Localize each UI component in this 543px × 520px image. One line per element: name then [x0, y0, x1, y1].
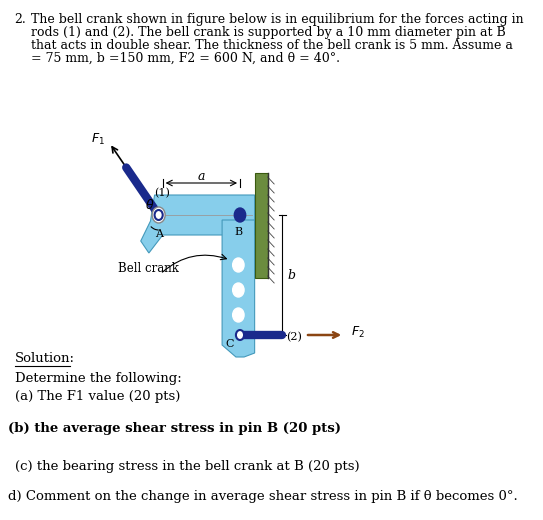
Text: $F_2$: $F_2$ [351, 324, 365, 340]
Text: $\theta$: $\theta$ [145, 198, 154, 212]
Circle shape [232, 258, 244, 272]
Text: (c) the bearing stress in the bell crank at B (20 pts): (c) the bearing stress in the bell crank… [15, 460, 359, 473]
Text: rods (1) and (2). The bell crank is supported by a 10 mm diameter pin at B: rods (1) and (2). The bell crank is supp… [31, 26, 506, 39]
Polygon shape [222, 220, 255, 357]
Bar [255, 173, 268, 278]
Circle shape [155, 210, 163, 220]
Text: = 75 mm, b =150 mm, F2 = 600 N, and θ = 40°.: = 75 mm, b =150 mm, F2 = 600 N, and θ = … [31, 52, 340, 65]
Text: Determine the following:: Determine the following: [15, 372, 181, 385]
Text: b: b [287, 268, 295, 281]
Text: A: A [155, 229, 163, 239]
Text: The bell crank shown in figure below is in equilibrium for the forces acting in: The bell crank shown in figure below is … [31, 13, 523, 26]
Circle shape [236, 330, 244, 340]
Circle shape [234, 208, 245, 222]
Text: Solution:: Solution: [15, 352, 74, 365]
Text: C: C [225, 339, 233, 349]
Circle shape [155, 211, 162, 219]
Text: d) Comment on the change in average shear stress in pin B if θ becomes 0°.: d) Comment on the change in average shea… [8, 490, 518, 503]
Text: B: B [234, 227, 242, 237]
Circle shape [232, 283, 244, 297]
Text: $F_1$: $F_1$ [91, 132, 105, 147]
Text: 2.: 2. [15, 13, 27, 26]
Circle shape [152, 207, 165, 223]
Text: Bell crank: Bell crank [118, 262, 179, 275]
Circle shape [232, 308, 244, 322]
Polygon shape [141, 195, 255, 253]
Text: (b) the average shear stress in pin B (20 pts): (b) the average shear stress in pin B (2… [8, 422, 341, 435]
Text: a: a [198, 170, 205, 183]
Text: (a) The F1 value (20 pts): (a) The F1 value (20 pts) [15, 390, 180, 403]
Text: that acts in double shear. The thickness of the bell crank is 5 mm. Assume a: that acts in double shear. The thickness… [31, 39, 513, 52]
Text: (1): (1) [154, 188, 170, 199]
Text: (2): (2) [286, 332, 302, 342]
